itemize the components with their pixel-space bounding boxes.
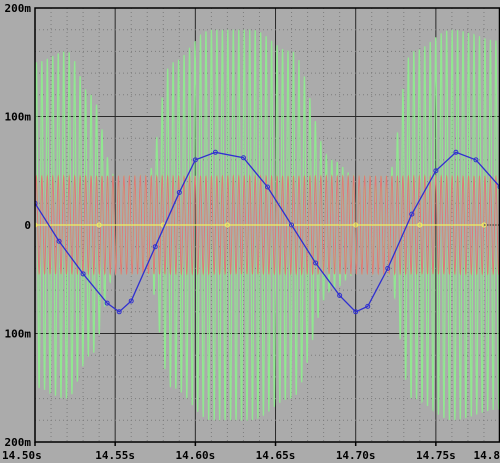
data-point <box>56 238 62 244</box>
data-point <box>353 222 359 228</box>
data-point <box>152 244 158 250</box>
data-point <box>176 189 182 195</box>
data-point <box>409 211 415 217</box>
x-tick-label: 14.60s <box>175 449 215 462</box>
data-point <box>35 200 38 206</box>
data-point <box>473 157 479 163</box>
x-tick-label: 14.75s <box>416 449 456 462</box>
data-point <box>385 265 391 271</box>
series-layer <box>35 29 500 422</box>
data-point <box>337 293 343 299</box>
data-point <box>433 168 439 174</box>
x-tick-label: 14.50s <box>2 449 42 462</box>
data-point <box>116 309 122 315</box>
data-point <box>212 149 218 155</box>
data-point <box>289 222 295 228</box>
data-point <box>96 222 102 228</box>
data-point <box>497 184 500 190</box>
series-line <box>35 151 500 313</box>
y-tick-label: 100m <box>5 328 32 341</box>
data-point <box>80 271 86 277</box>
y-tick-label: 0 <box>24 219 31 232</box>
data-point <box>224 222 230 228</box>
y-tick-label: 200m <box>5 2 32 15</box>
data-point <box>453 149 459 155</box>
series-3 <box>35 149 500 315</box>
data-point <box>240 155 246 161</box>
y-tick-label: 200m <box>5 436 32 449</box>
data-point <box>128 298 134 304</box>
data-point <box>192 157 198 163</box>
data-point <box>353 309 359 315</box>
data-point <box>481 222 487 228</box>
y-tick-label: 100m <box>5 111 32 124</box>
x-tick-label: 14.65s <box>256 449 296 462</box>
x-tick-label: 14.55s <box>95 449 135 462</box>
series-2 <box>35 222 487 228</box>
data-point <box>265 184 270 190</box>
x-tick-label: 14.8 <box>474 449 500 462</box>
data-point <box>417 222 423 228</box>
data-point <box>104 300 110 306</box>
data-point <box>35 222 38 228</box>
data-point <box>313 260 319 266</box>
data-point <box>365 303 371 309</box>
x-tick-label: 14.70s <box>336 449 376 462</box>
